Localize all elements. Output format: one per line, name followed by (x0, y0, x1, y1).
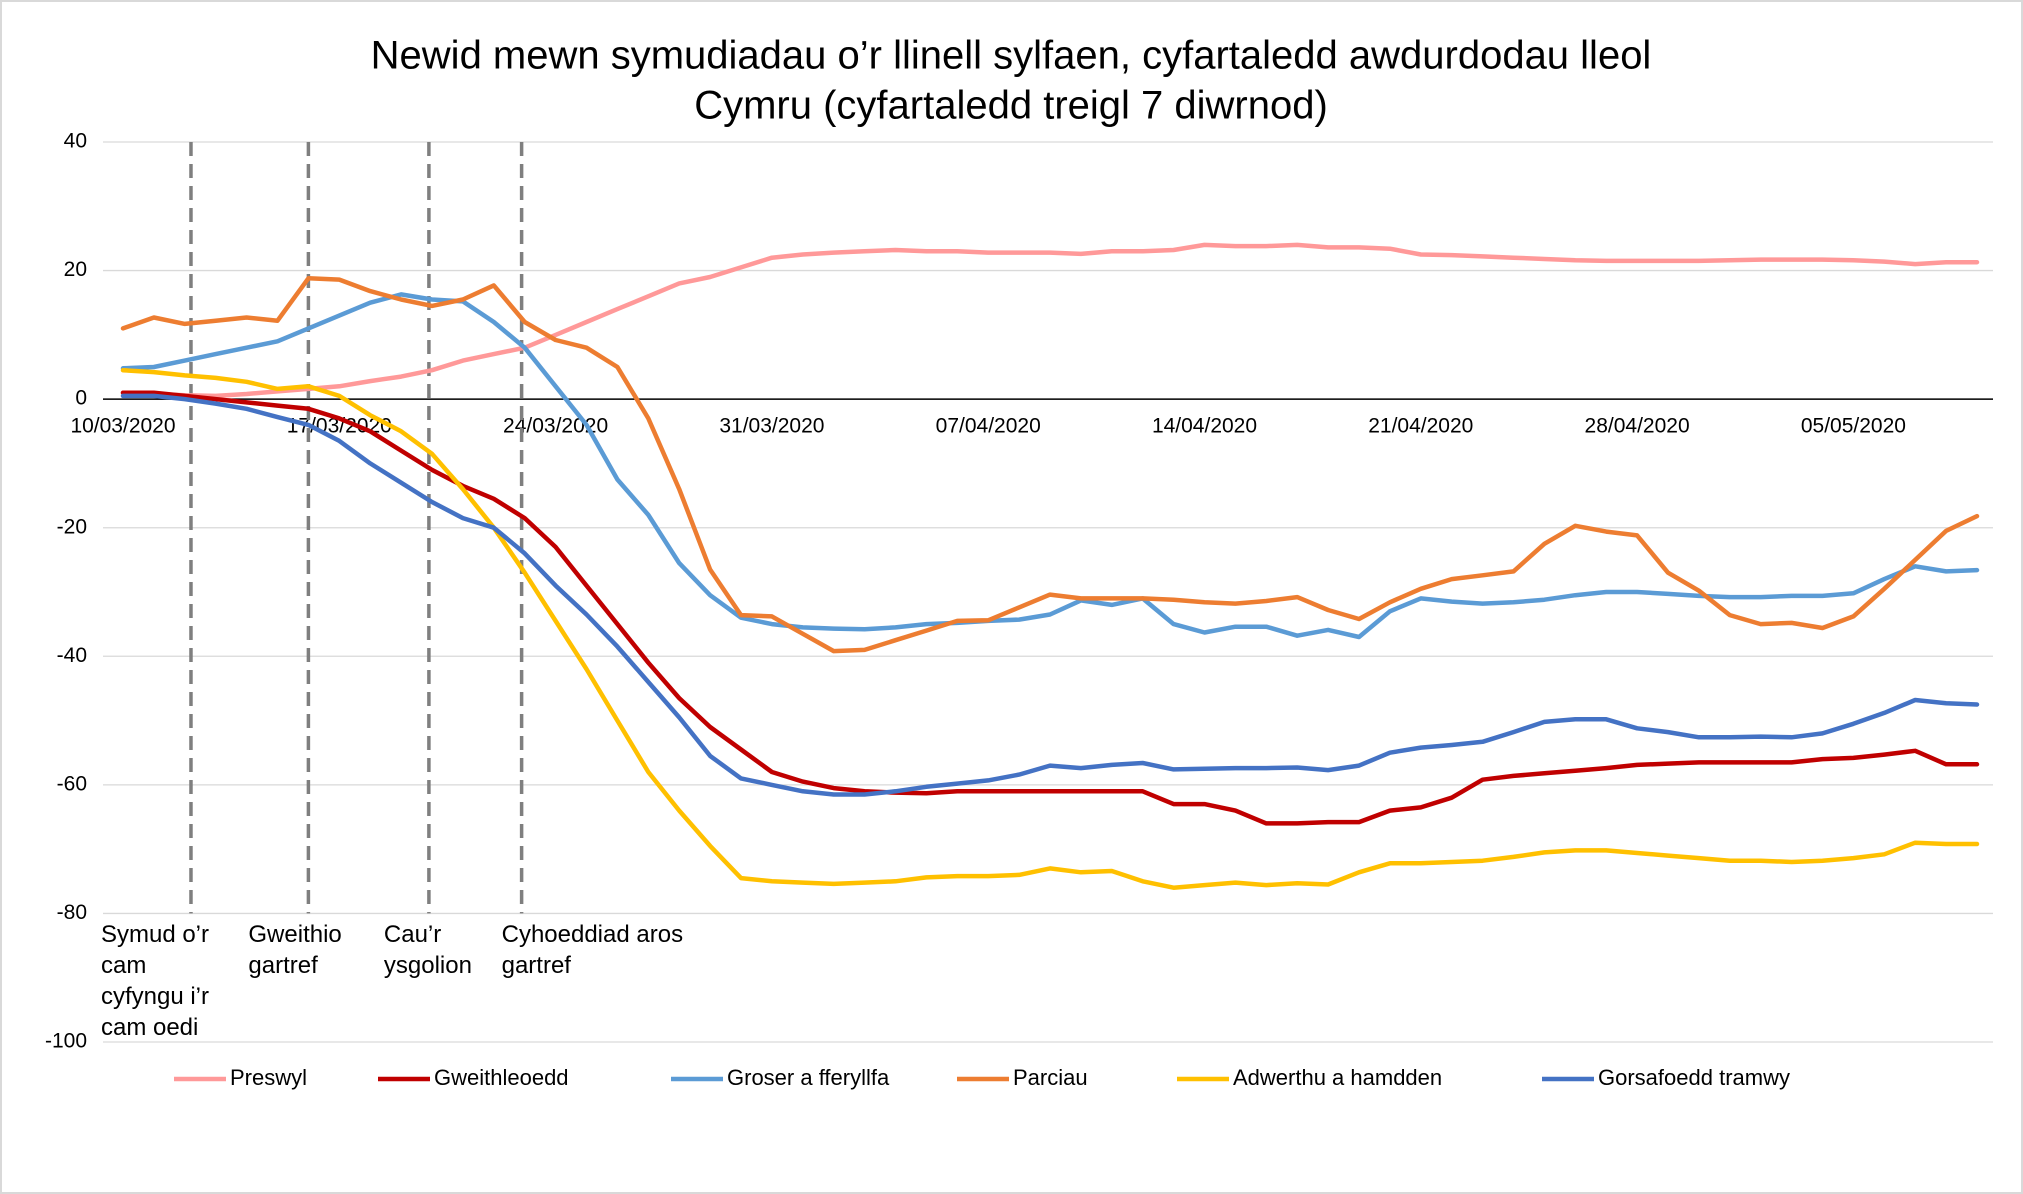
legend-label: Parciau (1013, 1065, 1088, 1090)
event-label: cam oedi (101, 1014, 198, 1041)
x-tick-label: 10/03/2020 (70, 415, 175, 438)
y-tick-label: -20 (57, 515, 87, 538)
event-label: Cyhoeddiad aros (502, 921, 683, 948)
event-label: gartref (248, 952, 318, 979)
legend-label: Preswyl (230, 1065, 307, 1090)
event-label: ysgolion (384, 952, 472, 979)
series-line (120, 276, 1980, 654)
series-line (120, 390, 1980, 826)
event-label: Symud o’r (101, 921, 209, 948)
x-tick-label: 17/03/2020 (287, 415, 392, 438)
y-tick-label: 20 (64, 258, 87, 281)
y-tick-label: -40 (57, 644, 87, 667)
x-tick-label: 21/04/2020 (1368, 415, 1473, 438)
chart-title: Cymru (cyfartaledd treigl 7 diwrnod) (694, 84, 1328, 128)
y-tick-label: 0 (75, 387, 87, 410)
event-label: Gweithio (248, 921, 341, 948)
series-line (120, 367, 1980, 890)
series-line (120, 292, 1980, 640)
x-tick-label: 28/04/2020 (1585, 415, 1690, 438)
event-label: cyfyngu i’r (101, 983, 209, 1010)
legend-label: Gweithleoedd (434, 1065, 569, 1090)
x-tick-label: 07/04/2020 (936, 415, 1041, 438)
legend-label: Groser a fferyllfa (727, 1065, 890, 1090)
chart-title: Newid mewn symudiadau o’r llinell sylfae… (371, 34, 1652, 78)
series-line (120, 393, 1980, 797)
y-tick-label: 40 (64, 130, 87, 153)
event-label: cam (101, 952, 146, 979)
event-label: gartref (502, 952, 572, 979)
series-line (120, 242, 1980, 399)
legend-label: Adwerthu a hamdden (1233, 1065, 1442, 1090)
legend-label: Gorsafoedd tramwy (1598, 1065, 1790, 1090)
x-tick-label: 14/04/2020 (1152, 415, 1257, 438)
y-tick-label: -100 (45, 1030, 87, 1053)
x-tick-label: 05/05/2020 (1801, 415, 1906, 438)
y-tick-label: -60 (57, 772, 87, 795)
event-label: Cau’r (384, 921, 441, 948)
y-tick-label: -80 (57, 901, 87, 924)
x-tick-label: 31/03/2020 (719, 415, 824, 438)
